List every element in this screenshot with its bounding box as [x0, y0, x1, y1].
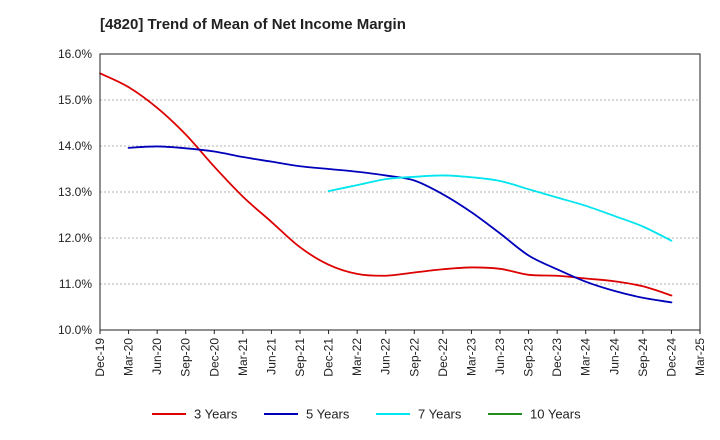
x-tick-label: Jun-23	[493, 338, 507, 375]
x-tick-label: Dec-21	[322, 338, 336, 377]
chart-title: [4820] Trend of Mean of Net Income Margi…	[100, 16, 406, 33]
plot-frame	[99, 53, 701, 331]
x-tick-label: Mar-20	[122, 338, 136, 376]
grid-layer	[100, 53, 700, 331]
y-tick-label: 16.0%	[58, 47, 92, 61]
legend-item-7-years: 7 Years	[376, 407, 462, 422]
x-tick-label: Mar-24	[579, 338, 593, 376]
legend-item-10-years: 10 Years	[488, 407, 581, 422]
x-tick-label: Dec-24	[664, 338, 678, 377]
x-tick-label: Sep-21	[293, 338, 307, 377]
y-tick-label: 13.0%	[58, 185, 92, 199]
x-tick-label: Jun-22	[379, 338, 393, 375]
x-tick-label: Sep-23	[522, 338, 536, 377]
y-tick-label: 14.0%	[58, 139, 92, 153]
series-layer	[99, 72, 673, 304]
x-tick-label: Sep-20	[179, 338, 193, 377]
x-tick-label: Sep-22	[407, 338, 421, 377]
x-tick-label: Dec-23	[550, 338, 564, 377]
x-tick-label: Dec-19	[93, 338, 107, 377]
legend-label: 10 Years	[530, 407, 581, 422]
y-tick-label: 12.0%	[58, 231, 92, 245]
legend-label: 5 Years	[306, 407, 350, 422]
x-tick-label: Mar-23	[464, 338, 478, 376]
x-tick-label: Mar-25	[693, 338, 707, 376]
x-tick-label: Jun-21	[264, 338, 278, 375]
y-tick-label: 11.0%	[59, 277, 92, 291]
legend-label: 7 Years	[418, 407, 462, 422]
legend-item-5-years: 5 Years	[264, 407, 350, 422]
y-tick-label: 15.0%	[58, 93, 92, 107]
x-tick-label: Jun-24	[607, 338, 621, 375]
x-tick-label: Dec-22	[436, 338, 450, 377]
series-line-7-years	[327, 174, 673, 242]
legend: 3 Years 5 Years 7 Years 10 Years	[152, 407, 581, 422]
x-tick-label: Mar-21	[236, 338, 250, 376]
x-tick-label: Sep-24	[636, 338, 650, 377]
x-tick-label: Mar-22	[350, 338, 364, 376]
legend-item-3-years: 3 Years	[152, 407, 238, 422]
x-tick-label: Jun-20	[150, 338, 164, 375]
series-line-3-years	[99, 72, 673, 297]
axis-layer: 10.0% 11.0% 12.0% 13.0% 14.0% 15.0% 16.0% Dec-1…	[58, 47, 707, 377]
x-tick-label: Dec-20	[207, 338, 221, 377]
legend-label: 3 Years	[194, 407, 238, 422]
y-tick-label: 10.0%	[58, 323, 92, 337]
